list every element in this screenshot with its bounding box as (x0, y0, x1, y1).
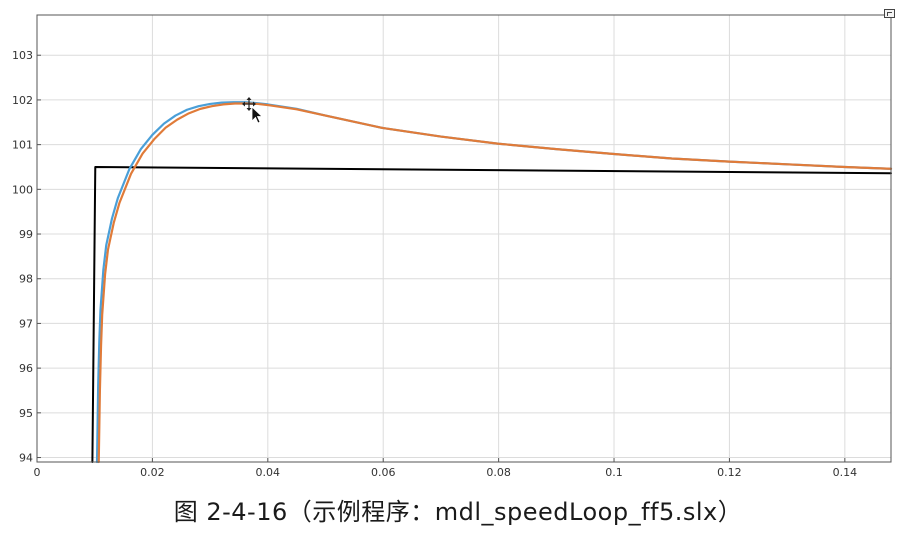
ticks: 0 0.02 0.04 0.06 0.08 0.1 0.12 0.14 94 95 96 97 98 99… (12, 49, 857, 479)
plot-border (36, 14, 892, 463)
y-tick-label: 103 (12, 49, 33, 62)
x-tick-label: 0.08 (486, 466, 511, 479)
x-tick-label: 0.04 (256, 466, 281, 479)
series-line-1 (91, 165, 892, 463)
series-group (91, 101, 893, 464)
y-tick-label: 102 (12, 94, 33, 107)
y-tick-label: 94 (19, 452, 33, 465)
y-tick-label: 95 (19, 407, 33, 420)
plot-background (37, 15, 891, 462)
x-tick-label: 0.06 (371, 466, 396, 479)
y-tick-label: 100 (12, 183, 33, 196)
y-tick-label: 98 (19, 273, 33, 286)
y-tick-label: 99 (19, 228, 33, 241)
y-tick-label: 96 (19, 362, 33, 375)
x-tick-label: 0.02 (140, 466, 165, 479)
y-tick-label: 97 (19, 317, 33, 330)
window-icon[interactable] (884, 9, 895, 18)
chart: 0 0.02 0.04 0.06 0.08 0.1 0.12 0.14 94 95 96 97 98 99… (12, 14, 893, 479)
x-tick-label: 0.1 (605, 466, 623, 479)
move-cursor-icon (242, 97, 264, 124)
x-tick-label: 0.14 (833, 466, 858, 479)
y-tick-label: 101 (12, 139, 33, 152)
series-line-3 (97, 102, 893, 464)
x-tick-label: 0 (34, 466, 41, 479)
figure-caption: 图 2-4-16（示例程序：mdl_speedLoop_ff5.slx） (173, 498, 743, 526)
x-tick-label: 0.12 (717, 466, 742, 479)
grid (37, 15, 891, 462)
